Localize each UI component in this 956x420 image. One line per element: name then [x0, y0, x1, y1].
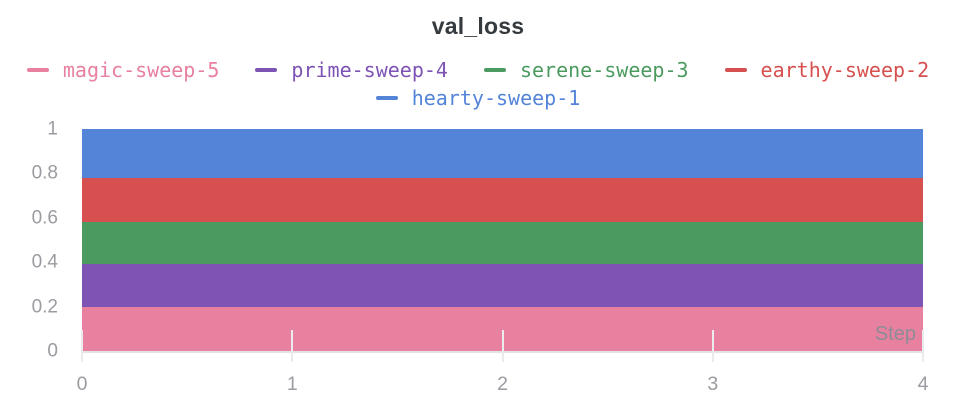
x-tick-mark: [291, 330, 294, 362]
line-swatch-icon: [375, 96, 398, 100]
chart-title: val_loss: [431, 13, 525, 39]
band-earthy-sweep-2: [82, 177, 923, 223]
legend-label: magic-sweep-5: [62, 58, 220, 82]
legend-item-magic-sweep-5[interactable]: magic-sweep-5: [26, 58, 220, 82]
plot-area[interactable]: Step: [81, 129, 924, 362]
line-swatch-icon: [724, 68, 747, 72]
legend-label: serene-sweep-3: [519, 58, 689, 82]
y-tick-label: 0: [47, 340, 58, 362]
legend-row-2: hearty-sweep-1: [0, 85, 956, 111]
x-tick-label: 2: [497, 373, 508, 395]
legend-item-prime-sweep-4[interactable]: prime-sweep-4: [255, 60, 448, 80]
x-tick-label: 4: [917, 373, 929, 395]
line-swatch-icon: [26, 68, 49, 72]
legend-item-hearty-sweep-1[interactable]: hearty-sweep-1: [375, 86, 581, 110]
x-tick-mark: [81, 330, 83, 362]
y-tick-label: 0.6: [31, 207, 58, 229]
y-tick-label: 0.4: [31, 251, 58, 273]
legend: magic-sweep-5 prime-sweep-4 serene-sweep…: [0, 57, 956, 113]
legend-label: prime-sweep-4: [291, 58, 448, 82]
x-axis-title: Step: [874, 323, 916, 345]
x-tick-label: 0: [76, 373, 88, 395]
y-tick-label: 0.8: [31, 162, 58, 184]
x-tick-label: 1: [286, 373, 298, 395]
y-axis: 0 0.2 0.4 0.6 0.8 1: [0, 120, 58, 361]
legend-label: earthy-sweep-2: [760, 58, 930, 82]
band-hearty-sweep-1: [82, 129, 923, 178]
y-tick-label: 0.2: [31, 296, 58, 318]
x-axis: 0 1 2 3 4: [77, 373, 929, 398]
legend-row-1: magic-sweep-5 prime-sweep-4 serene-sweep…: [0, 57, 956, 83]
x-tick-mark: [501, 330, 504, 362]
x-tick-label: 3: [707, 373, 719, 395]
line-swatch-icon: [255, 68, 278, 72]
legend-label: hearty-sweep-1: [411, 86, 581, 110]
legend-item-serene-sweep-3[interactable]: serene-sweep-3: [483, 58, 689, 82]
legend-item-earthy-sweep-2[interactable]: earthy-sweep-2: [724, 58, 930, 82]
line-swatch-icon: [483, 68, 506, 72]
x-tick-mark: [711, 330, 714, 362]
band-serene-sweep-3: [82, 222, 923, 265]
y-tick-label: 1: [47, 118, 58, 140]
band-prime-sweep-4: [82, 264, 923, 307]
x-tick-mark: [922, 330, 924, 362]
